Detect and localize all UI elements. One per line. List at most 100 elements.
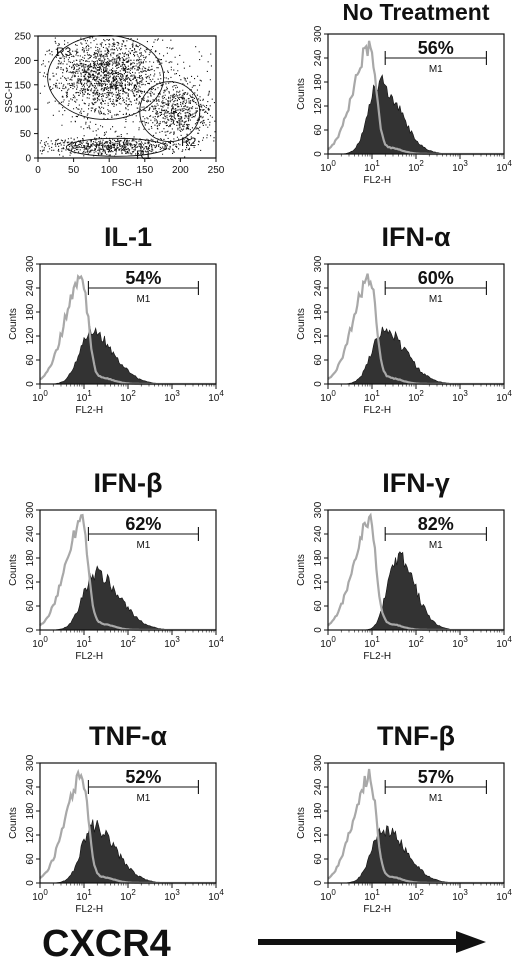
scatter-ytick-label: 250 bbox=[14, 32, 31, 43]
percent-positive: 82% bbox=[418, 514, 454, 534]
cxcr4-arrow-head bbox=[456, 931, 486, 953]
gate-label: M1 bbox=[429, 540, 443, 551]
ytick-label: 0 bbox=[25, 627, 36, 633]
treated-histogram bbox=[40, 565, 216, 631]
ytick-label: 120 bbox=[313, 97, 324, 114]
xtick-label: 102 bbox=[120, 389, 136, 404]
gate-label: M1 bbox=[136, 294, 150, 305]
xtick-label: 103 bbox=[164, 389, 180, 404]
x-axis-label: FL2-H bbox=[75, 904, 103, 915]
ytick-label: 240 bbox=[313, 279, 324, 296]
control-histogram bbox=[39, 273, 216, 386]
panel-title: No Treatment bbox=[343, 0, 490, 25]
scatter-dots bbox=[39, 37, 216, 158]
ytick-label: 180 bbox=[25, 549, 36, 566]
xtick-exponent: 2 bbox=[131, 635, 136, 644]
region-label-r2: R2 bbox=[181, 135, 197, 149]
ytick-label: 300 bbox=[25, 255, 36, 272]
plot-frame bbox=[327, 33, 505, 155]
xtick-label: 104 bbox=[208, 635, 224, 650]
xtick-exponent: 2 bbox=[419, 635, 424, 644]
xtick-exponent: 3 bbox=[175, 888, 180, 897]
xtick-label: 104 bbox=[208, 389, 224, 404]
cxcr4-label: CXCR4 bbox=[42, 923, 171, 965]
xtick-exponent: 2 bbox=[419, 888, 424, 897]
scatter-ticks: 0 50 100 150 200 250 0 50 100 150 200 250 bbox=[14, 32, 224, 177]
ytick-label: 240 bbox=[25, 778, 36, 795]
scatter-points bbox=[39, 37, 216, 158]
xtick-exponent: 1 bbox=[87, 389, 92, 398]
xtick-exponent: 3 bbox=[463, 888, 468, 897]
ytick-label: 120 bbox=[313, 327, 324, 344]
x-axis-label: FL2-H bbox=[363, 175, 391, 186]
ytick-label: 0 bbox=[313, 151, 324, 157]
ytick-label: 0 bbox=[25, 381, 36, 387]
xtick-label: 101 bbox=[364, 888, 380, 903]
xtick-label: 100 bbox=[320, 635, 336, 650]
scatter-xtick-label: 150 bbox=[136, 165, 153, 176]
xtick-exponent: 0 bbox=[43, 888, 48, 897]
ytick-label: 300 bbox=[313, 754, 324, 771]
ytick-label: 60 bbox=[25, 600, 36, 612]
ytick-label: 180 bbox=[25, 303, 36, 320]
ytick-label: 240 bbox=[25, 525, 36, 542]
xtick-exponent: 2 bbox=[419, 159, 424, 168]
percent-positive: 56% bbox=[418, 38, 454, 58]
xtick-label: 100 bbox=[32, 635, 48, 650]
percent-positive: 54% bbox=[125, 268, 161, 288]
xtick-label: 104 bbox=[496, 888, 512, 903]
xtick-label: 102 bbox=[408, 389, 424, 404]
xtick-exponent: 1 bbox=[375, 159, 380, 168]
ytick-label: 60 bbox=[313, 853, 324, 865]
xtick-exponent: 1 bbox=[375, 389, 380, 398]
xtick-exponent: 0 bbox=[43, 389, 48, 398]
ytick-label: 120 bbox=[25, 826, 36, 843]
ytick-label: 240 bbox=[313, 778, 324, 795]
ytick-label: 300 bbox=[313, 25, 324, 42]
gate-label: M1 bbox=[136, 540, 150, 551]
scatter-xtick-label: 200 bbox=[172, 165, 189, 176]
xtick-exponent: 1 bbox=[87, 635, 92, 644]
scatter-xtick-label: 250 bbox=[208, 165, 225, 176]
ytick-label: 120 bbox=[313, 573, 324, 590]
panel-title: IFN-β bbox=[94, 468, 163, 498]
panel-title: IL-1 bbox=[104, 222, 152, 252]
scatter-gates bbox=[47, 35, 201, 157]
xtick-exponent: 3 bbox=[463, 159, 468, 168]
ytick-label: 180 bbox=[313, 73, 324, 90]
ytick-label: 240 bbox=[313, 49, 324, 66]
ytick-label: 60 bbox=[313, 600, 324, 612]
xtick-label: 104 bbox=[496, 635, 512, 650]
panel-title: IFN-α bbox=[381, 222, 450, 252]
ytick-label: 120 bbox=[25, 327, 36, 344]
treated-histogram bbox=[328, 326, 504, 385]
xtick-exponent: 4 bbox=[219, 635, 224, 644]
xtick-label: 103 bbox=[452, 635, 468, 650]
xtick-exponent: 0 bbox=[331, 389, 336, 398]
gate-r3 bbox=[47, 35, 165, 120]
x-axis-label: FL2-H bbox=[75, 651, 103, 662]
ytick-label: 60 bbox=[25, 853, 36, 865]
panel-title: IFN-γ bbox=[382, 468, 450, 498]
ytick-label: 180 bbox=[313, 549, 324, 566]
xtick-exponent: 4 bbox=[219, 389, 224, 398]
treated-histogram bbox=[328, 825, 504, 884]
scatter-xlabel: FSC-H bbox=[112, 178, 143, 189]
x-axis-label: FL2-H bbox=[363, 651, 391, 662]
region-label-r1: R1 bbox=[136, 148, 152, 162]
xtick-exponent: 4 bbox=[507, 888, 512, 897]
xtick-label: 102 bbox=[120, 635, 136, 650]
x-axis-label: FL2-H bbox=[75, 405, 103, 416]
panel-title: TNF-α bbox=[89, 721, 167, 751]
xtick-exponent: 1 bbox=[375, 635, 380, 644]
x-axis-label: FL2-H bbox=[363, 904, 391, 915]
scatter-ytick-label: 50 bbox=[20, 129, 32, 140]
ytick-label: 300 bbox=[313, 255, 324, 272]
panel-title: TNF-β bbox=[377, 721, 455, 751]
xtick-exponent: 3 bbox=[175, 389, 180, 398]
xtick-label: 101 bbox=[76, 389, 92, 404]
xtick-label: 104 bbox=[496, 159, 512, 174]
